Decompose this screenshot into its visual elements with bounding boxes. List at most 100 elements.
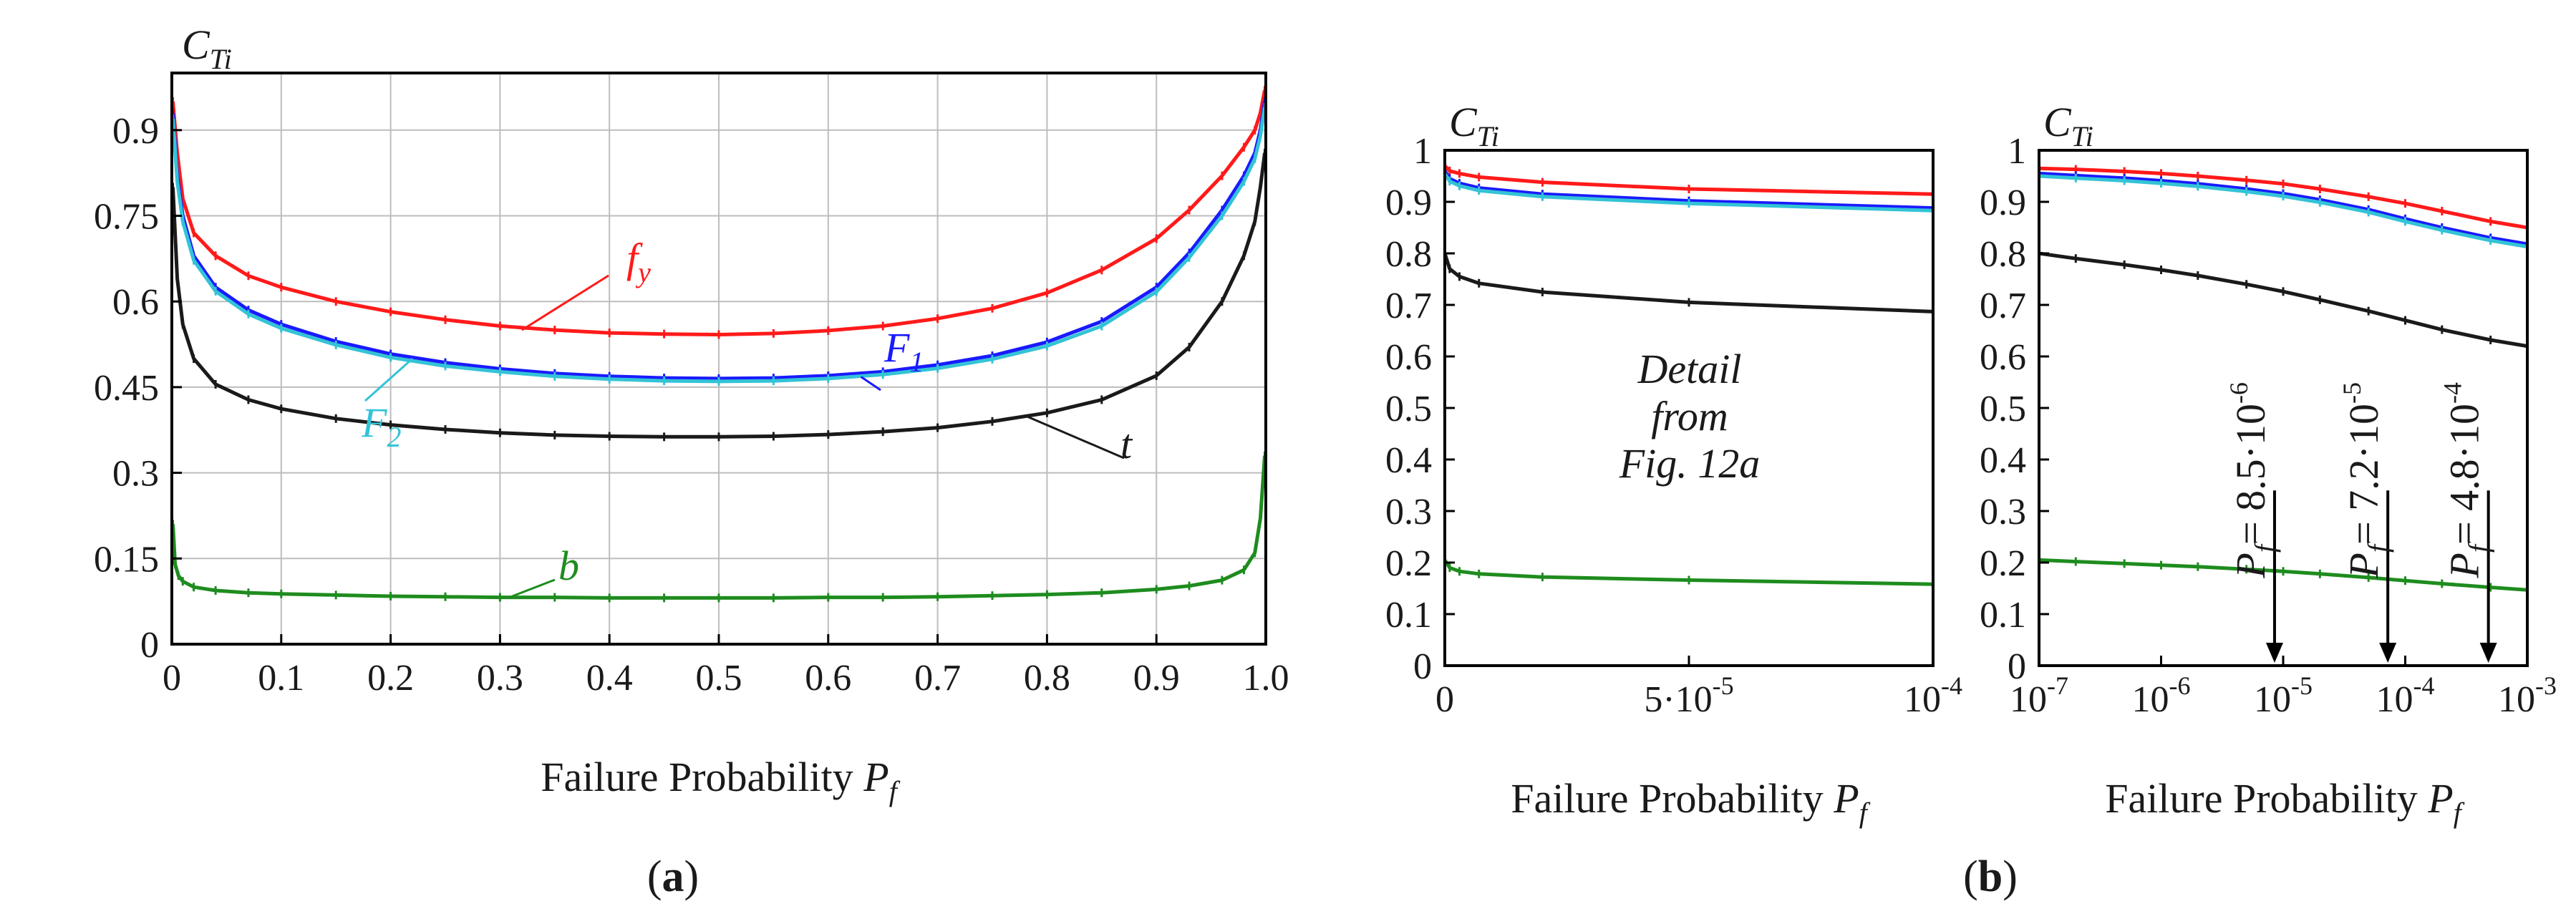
y-tick-label: 0.5 xyxy=(1385,389,1432,429)
series-label-main: b xyxy=(558,543,579,589)
y-tick-text: 1 xyxy=(2008,131,2026,172)
panel-label-letter: a xyxy=(662,852,684,901)
x-tick-label: 0.7 xyxy=(914,658,961,699)
annotation-line: from xyxy=(1651,393,1728,439)
x-tick-text: 1.0 xyxy=(1243,658,1289,699)
series-b-leader xyxy=(510,578,556,598)
series-label-sub: 2 xyxy=(387,421,401,453)
series-t-label: t xyxy=(1120,421,1133,467)
annotation-text: Fig. 12a xyxy=(1619,440,1761,487)
y-tick-label: 0.4 xyxy=(1385,440,1432,481)
y-tick-text: 0 xyxy=(2008,646,2026,687)
x-tick-label: 1.0 xyxy=(1243,658,1289,699)
x-tick-text: 0 xyxy=(1435,679,1454,720)
x-tick-label: 0.2 xyxy=(367,658,414,699)
panel-label-close: ) xyxy=(2003,852,2018,901)
x-tick-label: 10-7 xyxy=(2010,671,2068,720)
y-tick-label: 0.3 xyxy=(112,454,159,495)
y-tick-label: 1 xyxy=(2008,131,2026,172)
series-b-line xyxy=(171,455,1267,600)
x-tick-label: 0.4 xyxy=(586,658,633,699)
series-F2-leader xyxy=(364,357,414,402)
y-tick-text: 0.8 xyxy=(1385,234,1432,275)
x-tick-text: 0.7 xyxy=(914,658,961,699)
x-axis-label: Failure Probability Pf xyxy=(1511,775,1871,829)
x-tick-sup: -4 xyxy=(1941,671,1962,700)
y-tick-text: 0.1 xyxy=(1980,595,2026,636)
x-tick-label: 10-6 xyxy=(2132,671,2191,720)
x-tick-label: 0.1 xyxy=(258,658,304,699)
y-tick-text: 0.2 xyxy=(1385,543,1432,584)
x-tick-label: 0.3 xyxy=(477,658,523,699)
y-tick-label: 0.2 xyxy=(1385,543,1432,584)
series-label-main: F xyxy=(361,399,387,446)
y-tick-text: 0.9 xyxy=(1980,183,2026,223)
x-tick-text: 0.3 xyxy=(477,658,523,699)
x-tick-sup: -5 xyxy=(1713,671,1734,700)
panel-label: (a) xyxy=(647,852,699,901)
x-tick-text: 10 xyxy=(2376,679,2413,720)
x-axis-label-text: Failure Probability xyxy=(2105,775,2428,822)
marker-label-sup: -6 xyxy=(2224,382,2253,404)
panel-label-close: ) xyxy=(684,852,699,901)
x-tick-text: 0.1 xyxy=(258,658,304,699)
marker-label-eq: = 7.2·10 xyxy=(2340,404,2387,545)
annotation-line: Fig. 12a xyxy=(1619,440,1761,487)
series-fy-label: fy xyxy=(626,235,651,288)
x-tick-text: 0.4 xyxy=(586,658,633,699)
marker-label-var: P xyxy=(2227,553,2274,578)
series-b-label: b xyxy=(558,543,579,589)
x-axis-label-text: Failure Probability xyxy=(541,754,863,800)
series-F2-label: F2 xyxy=(361,399,401,453)
x-tick-text: 0 xyxy=(163,658,181,699)
marker-arrow-head xyxy=(2379,643,2397,663)
x-axis-label: Failure Probability Pf xyxy=(2105,775,2465,829)
x-tick-sup: -5 xyxy=(2291,671,2313,700)
x-axis-label-var: P xyxy=(1833,775,1859,822)
y-tick-text: 0 xyxy=(140,625,159,666)
y-tick-label: 0.75 xyxy=(94,197,159,238)
y-tick-label: 0 xyxy=(1413,646,1432,687)
x-tick-label: 0.8 xyxy=(1024,658,1070,699)
y-tick-text: 0.5 xyxy=(1385,389,1432,429)
x-tick-text: 5·10 xyxy=(1644,679,1712,720)
y-tick-text: 0.6 xyxy=(1385,337,1432,378)
y-tick-label: 0.3 xyxy=(1385,492,1432,533)
x-tick-text: 10 xyxy=(1904,679,1941,720)
y-tick-label: 0.9 xyxy=(1385,183,1432,223)
series-label-main: F xyxy=(883,324,910,371)
y-tick-label: 0.1 xyxy=(1980,595,2026,636)
x-tick-text: 0.6 xyxy=(805,658,851,699)
y-tick-label: 0.4 xyxy=(1980,440,2026,481)
series-F1-leader xyxy=(860,376,881,392)
y-tick-label: 0.5 xyxy=(1980,389,2026,429)
y-axis-label: CTi xyxy=(182,21,232,75)
y-axis-label-main: C xyxy=(2043,99,2072,145)
x-tick-label: 10-5 xyxy=(2254,671,2313,720)
marker-label-sup: -4 xyxy=(2439,382,2467,404)
annotation-text: Detail xyxy=(1637,346,1742,392)
marker-label: Pf= 7.2·10-5 xyxy=(2338,382,2394,579)
x-tick-label: 0.9 xyxy=(1133,658,1180,699)
x-axis-label-text: Failure Probability xyxy=(1511,775,1834,822)
marker-arrow-head xyxy=(2479,643,2497,663)
x-tick-label: 0 xyxy=(1435,679,1454,720)
marker-label: Pf= 8.5·10-6 xyxy=(2224,382,2281,579)
y-tick-label: 0.3 xyxy=(1980,492,2026,533)
x-tick-text: 10 xyxy=(2010,679,2047,720)
y-tick-text: 0.8 xyxy=(1980,234,2026,275)
chart-b-linear: 0 5·10-5 10-4 0 0.1 0.2 0.3 0.4 0.5 0.6 0.7 0.8 0.9 1… xyxy=(1385,99,2018,901)
y-tick-label: 0.8 xyxy=(1980,234,2026,275)
x-tick-label: 5·10-5 xyxy=(1644,671,1733,720)
x-tick-label: 10-4 xyxy=(2376,671,2435,720)
y-tick-text: 0.5 xyxy=(1980,389,2026,429)
marker-label-var: P xyxy=(2340,553,2387,578)
panel-label-open: ( xyxy=(1963,852,1978,901)
series-fy-leader xyxy=(521,274,609,331)
y-tick-label: 0.7 xyxy=(1385,286,1432,326)
x-tick-text: 0.8 xyxy=(1024,658,1070,699)
marker-label-eq: = 8.5·10 xyxy=(2227,404,2274,545)
y-tick-text: 0 xyxy=(1413,646,1432,687)
y-tick-text: 0.9 xyxy=(1385,183,1432,223)
